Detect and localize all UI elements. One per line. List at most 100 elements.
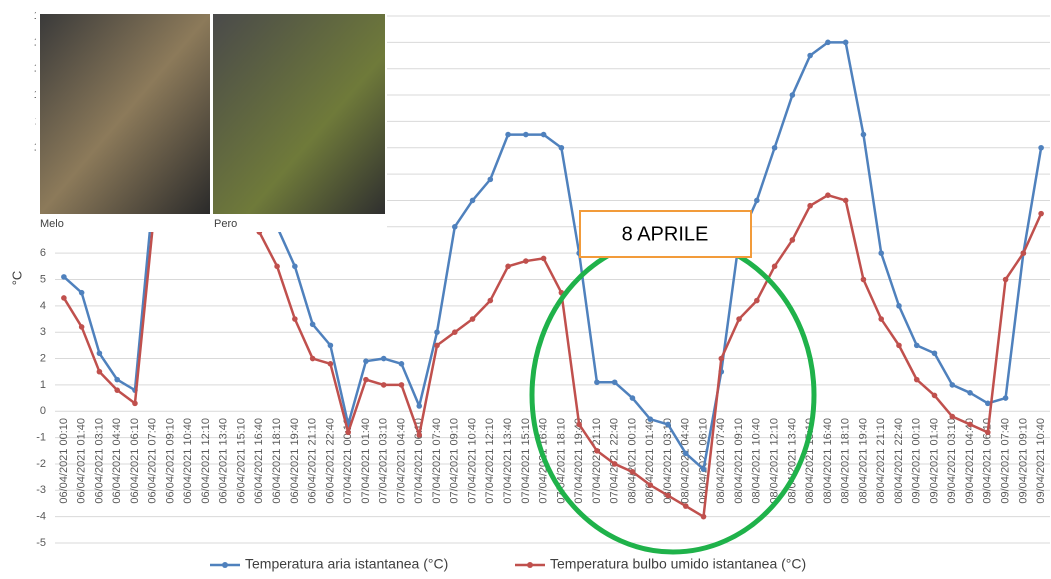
x-tick-label: 06/04/2021 04:40 — [111, 418, 123, 504]
x-tick-label: 08/04/2021 13:40 — [786, 418, 798, 504]
data-point — [914, 377, 920, 383]
legend-marker — [222, 562, 228, 568]
x-tick-label: 08/04/2021 12:10 — [769, 418, 781, 504]
data-point — [772, 145, 778, 151]
x-tick-label: 06/04/2021 10:40 — [182, 418, 194, 504]
x-tick-label: 08/04/2021 18:10 — [840, 418, 852, 504]
data-point — [114, 387, 120, 393]
data-point — [772, 264, 778, 270]
data-point — [363, 358, 369, 364]
data-point — [470, 198, 476, 204]
data-point — [1021, 250, 1027, 256]
x-tick-label: 06/04/2021 00:10 — [58, 418, 70, 504]
x-tick-label: 08/04/2021 10:40 — [751, 418, 763, 504]
x-tick-label: 09/04/2021 00:10 — [911, 418, 923, 504]
data-point — [416, 432, 422, 438]
x-tick-label: 09/04/2021 07:40 — [999, 418, 1011, 504]
y-tick-label: 4 — [40, 300, 46, 312]
data-point — [1003, 277, 1009, 283]
data-point — [790, 237, 796, 243]
data-point — [630, 395, 636, 401]
data-point — [541, 256, 547, 262]
y-tick-label: -4 — [36, 511, 46, 523]
data-point — [843, 40, 849, 46]
data-point — [381, 356, 387, 362]
x-tick-label: 07/04/2021 10:40 — [466, 418, 478, 504]
data-point — [399, 382, 405, 388]
data-point — [328, 361, 334, 367]
x-tick-label: 07/04/2021 07:40 — [431, 418, 443, 504]
y-tick-label: 5 — [40, 273, 46, 285]
data-point — [896, 343, 902, 349]
data-point — [967, 422, 973, 428]
data-point — [1003, 395, 1009, 401]
data-point — [665, 493, 671, 499]
x-tick-label: 08/04/2021 01:40 — [644, 418, 656, 504]
x-tick-label: 08/04/2021 00:10 — [626, 418, 638, 504]
data-point — [470, 316, 476, 322]
y-tick-label: -1 — [36, 432, 46, 444]
data-point — [807, 203, 813, 209]
data-point — [541, 132, 547, 138]
y-tick-label: 6 — [40, 247, 46, 259]
data-point — [434, 329, 440, 335]
data-point — [790, 92, 796, 98]
data-point — [914, 343, 920, 349]
x-tick-label: 06/04/2021 06:10 — [129, 418, 141, 504]
x-tick-label: 06/04/2021 15:10 — [235, 418, 247, 504]
photo-caption: Pero — [214, 218, 237, 230]
x-tick-label: 07/04/2021 04:40 — [395, 418, 407, 504]
x-tick-label: 08/04/2021 16:40 — [822, 418, 834, 504]
x-tick-label: 07/04/2021 01:40 — [360, 418, 372, 504]
x-tick-label: 08/04/2021 21:10 — [875, 418, 887, 504]
data-point — [861, 277, 867, 283]
data-point — [523, 132, 529, 138]
data-point — [310, 321, 316, 327]
x-tick-label: 06/04/2021 16:40 — [253, 418, 265, 504]
data-point — [647, 416, 653, 422]
data-point — [967, 390, 973, 396]
data-point — [736, 316, 742, 322]
x-tick-label: 08/04/2021 22:40 — [893, 418, 905, 504]
data-point — [807, 53, 813, 59]
x-tick-label: 09/04/2021 01:40 — [928, 418, 940, 504]
data-point — [79, 290, 85, 296]
x-tick-label: 07/04/2021 21:10 — [591, 418, 603, 504]
x-tick-label: 08/04/2021 07:40 — [715, 418, 727, 504]
data-point — [932, 393, 938, 399]
x-tick-label: 09/04/2021 10:40 — [1035, 418, 1047, 504]
y-axis-label: °C — [9, 271, 24, 286]
x-tick-label: 06/04/2021 03:10 — [93, 418, 105, 504]
legend-label: Temperatura bulbo umido istantanea (°C) — [550, 556, 806, 572]
y-tick-label: 3 — [40, 326, 46, 338]
data-point — [701, 514, 707, 520]
x-tick-label: 06/04/2021 12:10 — [200, 418, 212, 504]
data-point — [505, 132, 511, 138]
x-tick-label: 09/04/2021 03:10 — [946, 418, 958, 504]
data-point — [292, 264, 298, 270]
data-point — [363, 377, 369, 383]
data-point — [878, 316, 884, 322]
data-point — [345, 430, 351, 436]
data-point — [523, 258, 529, 264]
photo — [213, 14, 385, 214]
photo — [40, 14, 210, 214]
data-point — [79, 324, 85, 330]
data-point — [594, 379, 600, 385]
data-point — [594, 448, 600, 454]
y-tick-label: -2 — [36, 458, 46, 470]
annotation: 8 APRILE — [622, 223, 709, 245]
data-point — [825, 40, 831, 46]
data-point — [452, 224, 458, 230]
data-point — [932, 350, 938, 356]
y-tick-label: 2 — [40, 352, 46, 364]
x-tick-label: 06/04/2021 18:10 — [271, 418, 283, 504]
data-point — [559, 145, 565, 151]
x-tick-label: 06/04/2021 22:40 — [324, 418, 336, 504]
data-point — [754, 298, 760, 304]
data-point — [718, 356, 724, 362]
data-point — [488, 298, 494, 304]
photo-caption: Melo — [40, 218, 64, 230]
x-tick-label: 06/04/2021 21:10 — [307, 418, 319, 504]
data-point — [399, 361, 405, 367]
